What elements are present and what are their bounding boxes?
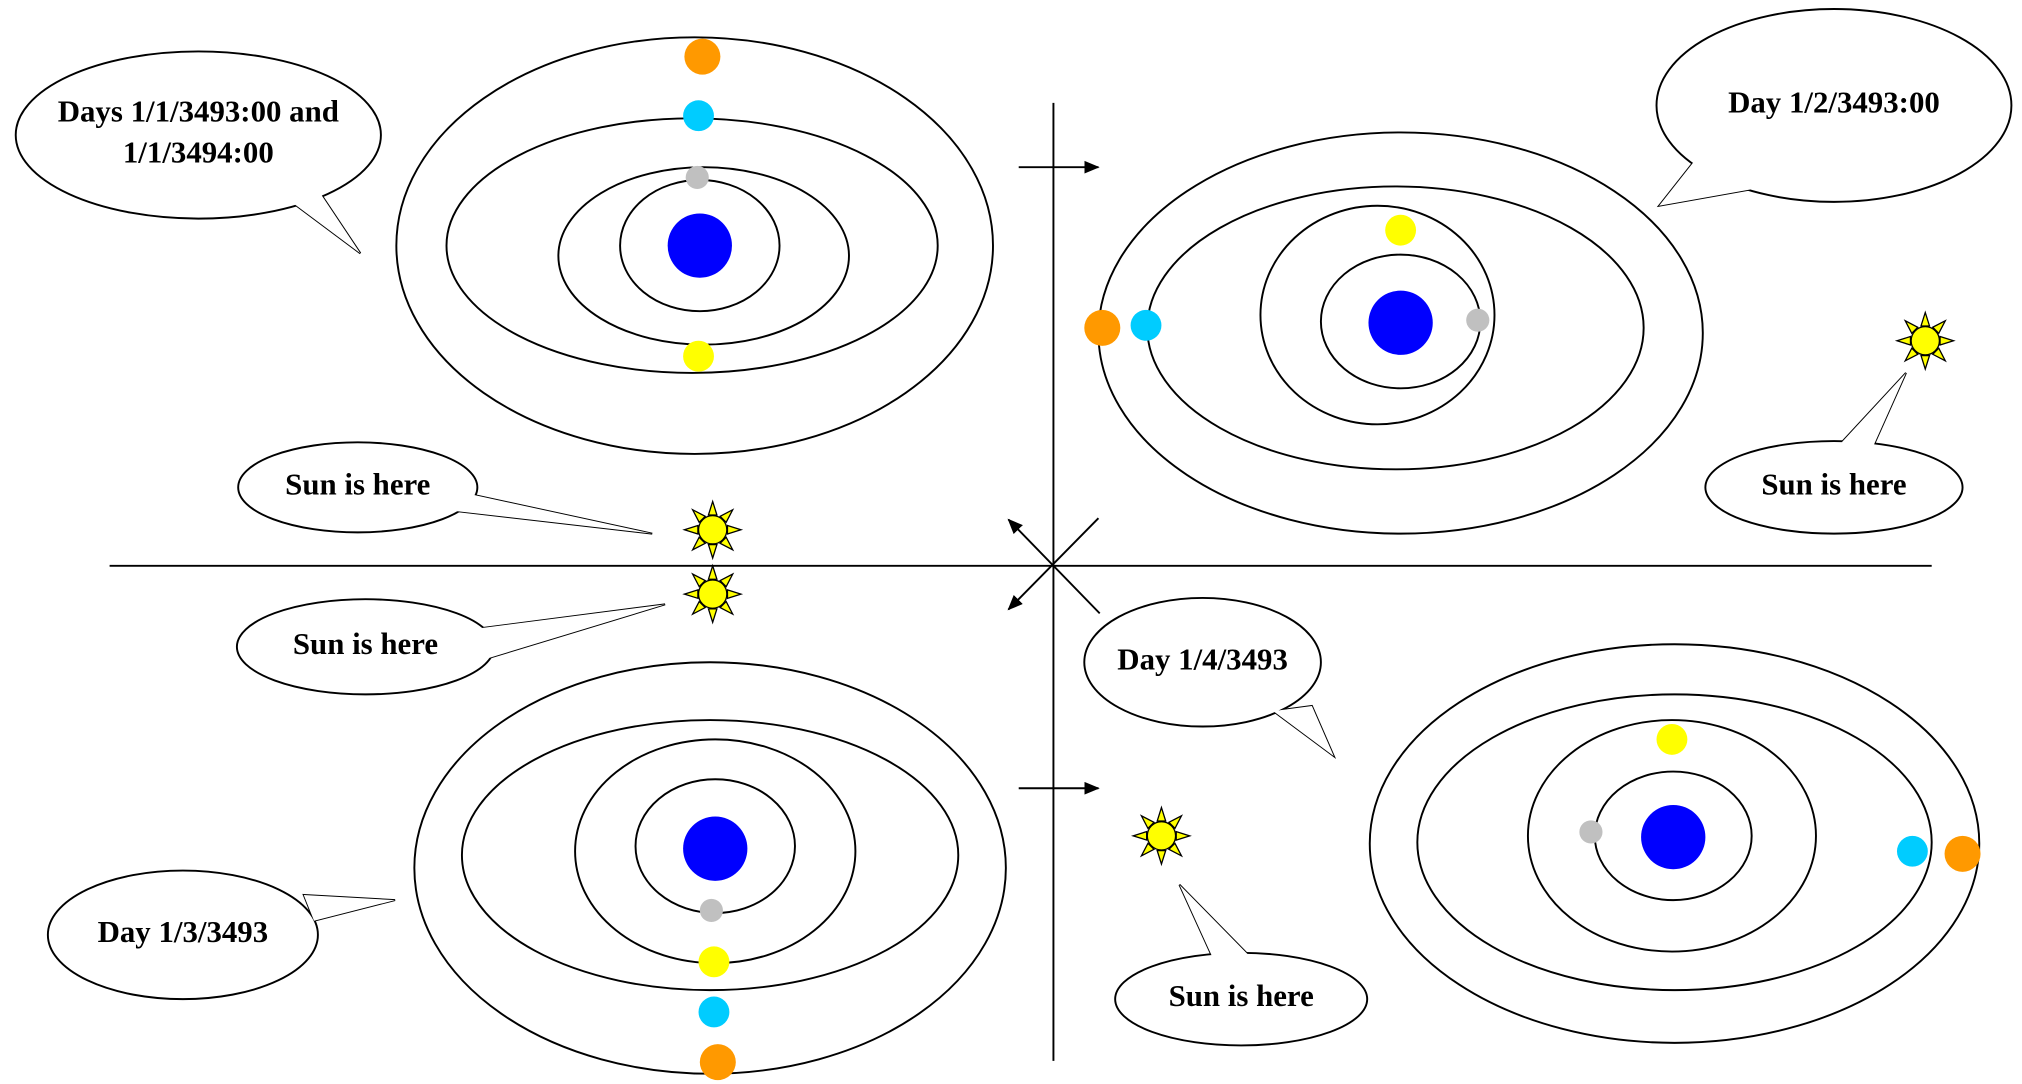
sun-ray — [1921, 312, 1929, 326]
sun-disc — [699, 580, 727, 608]
sun-ray — [1157, 851, 1165, 865]
callout: Day 1/4/3493 — [1084, 598, 1333, 756]
planet — [699, 997, 730, 1028]
callout: Sun is here — [1115, 885, 1367, 1046]
callout: Day 1/2/3493:00 — [1657, 9, 2012, 206]
callout-tail-fill — [1179, 885, 1247, 956]
callout: Day 1/3/3493 — [48, 871, 395, 1000]
callout-tail-fill — [1273, 706, 1333, 756]
sun-ray — [708, 609, 716, 623]
sun-ray — [1897, 337, 1911, 345]
callout: Days 1/1/3493:00 and 1/1/3494:00 — [16, 51, 381, 253]
sun-ray — [684, 526, 698, 534]
callout-text: Day 1/4/3493 — [1117, 642, 1288, 676]
planet — [1084, 310, 1120, 346]
sun-ray — [727, 590, 741, 598]
page: Days 1/1/3493:00 and 1/1/3494:00 Day 1/2/3… — [0, 0, 2022, 1084]
callout-text: 1/1/3494:00 — [123, 136, 274, 170]
callout-text: Days 1/1/3493:00 and — [58, 95, 339, 129]
sun-icon — [1133, 808, 1190, 865]
callout: Sun is here — [1705, 373, 1962, 534]
central-body — [668, 213, 732, 277]
sun-ray — [1157, 808, 1165, 822]
callout-tail-fill — [1842, 373, 1906, 445]
sun-ray — [684, 590, 698, 598]
callout-text: Sun is here — [285, 467, 430, 501]
sun-ray — [1940, 337, 1954, 345]
sun-ray — [1133, 832, 1147, 840]
sun-icon — [684, 566, 741, 623]
planet — [1897, 836, 1928, 867]
callout: Sun is here — [237, 599, 665, 694]
callout-tail-fill — [476, 604, 665, 658]
planet — [683, 341, 714, 372]
sun-ray — [727, 526, 741, 534]
planet — [684, 39, 720, 75]
sun-icon — [684, 501, 741, 558]
planet — [1579, 820, 1602, 843]
planet — [1657, 724, 1688, 755]
sun-ray — [708, 545, 716, 559]
sun-ray — [1921, 356, 1929, 370]
sun-ray — [708, 566, 716, 580]
sun-disc — [1911, 327, 1939, 355]
callout-text: Day 1/3/3493 — [98, 915, 269, 949]
planet — [699, 946, 730, 977]
callout-text: Sun is here — [1169, 979, 1314, 1013]
sun-icon — [1897, 312, 1954, 369]
callout-text: Sun is here — [293, 627, 438, 661]
central-body — [1641, 805, 1705, 869]
sun-disc — [699, 516, 727, 544]
planet — [686, 166, 709, 189]
planet — [1945, 836, 1981, 872]
planet — [683, 100, 714, 131]
central-body — [683, 817, 747, 881]
sun-ray — [708, 501, 716, 515]
central-body — [1368, 291, 1432, 355]
planet — [1131, 310, 1162, 341]
callout-text: Sun is here — [1761, 467, 1906, 501]
planet — [700, 1044, 736, 1080]
planet — [1385, 215, 1416, 246]
sun-ray — [1176, 832, 1190, 840]
diagram: Days 1/1/3493:00 and 1/1/3494:00 Day 1/2/3… — [0, 0, 2022, 1084]
planet — [700, 899, 723, 922]
sun-disc — [1147, 822, 1175, 850]
planet — [1466, 309, 1489, 332]
callout: Sun is here — [238, 442, 652, 533]
callout-text: Day 1/2/3493:00 — [1728, 86, 1940, 120]
